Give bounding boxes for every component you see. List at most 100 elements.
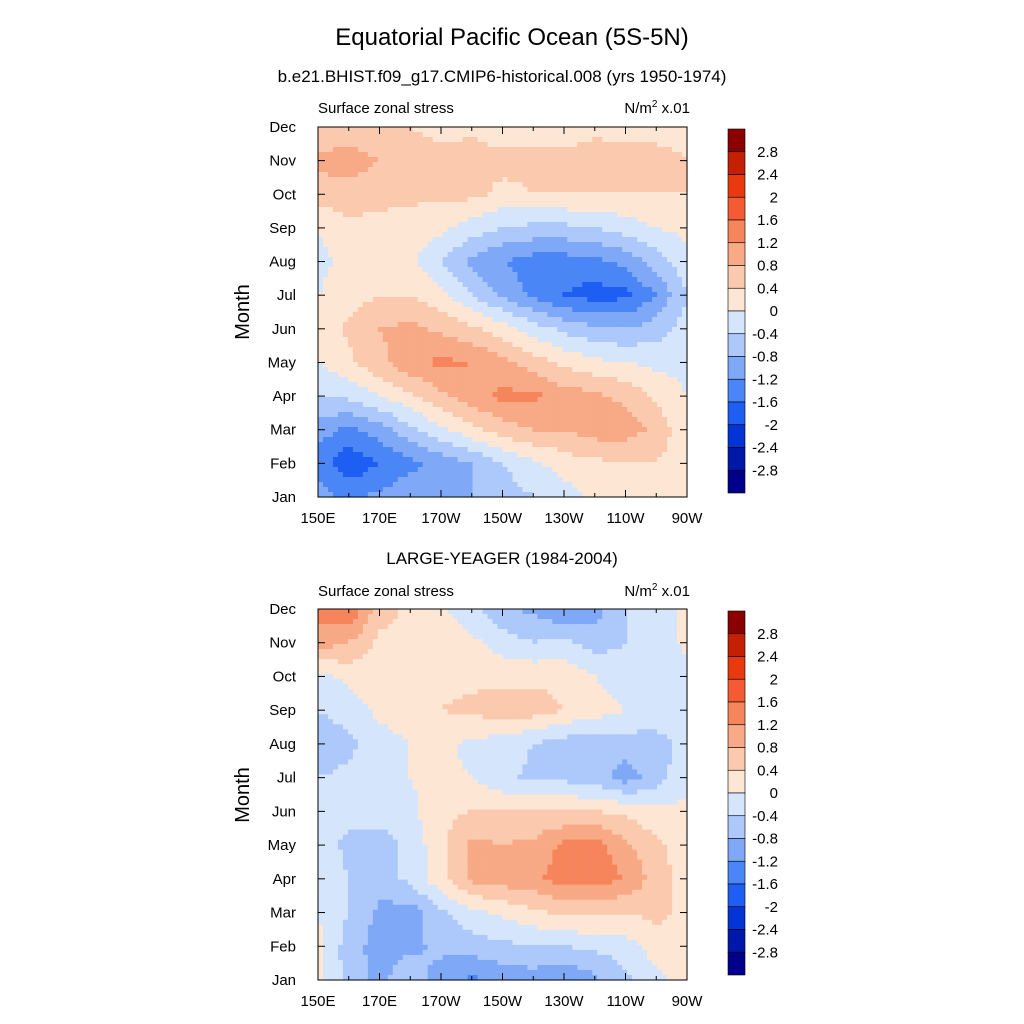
- heatmap-cell: [422, 422, 429, 428]
- heatmap-cell: [432, 402, 439, 408]
- heatmap-cell: [318, 147, 324, 153]
- heatmap-cell: [617, 197, 623, 203]
- heatmap-cell: [672, 402, 678, 408]
- heatmap-cell: [462, 327, 469, 333]
- heatmap-cell: [377, 167, 384, 173]
- heatmap-cell: [492, 142, 499, 148]
- heatmap-cell: [397, 457, 404, 463]
- heatmap-cell: [332, 242, 339, 248]
- heatmap-cell: [517, 337, 524, 343]
- heatmap-cell: [537, 322, 543, 328]
- heatmap-cell: [537, 357, 543, 363]
- heatmap-cell: [407, 292, 414, 298]
- heatmap-cell: [612, 442, 618, 448]
- heatmap-cell: [622, 172, 628, 178]
- heatmap-cell: [562, 137, 568, 143]
- heatmap-cell: [472, 237, 479, 243]
- heatmap-cell: [462, 457, 469, 463]
- heatmap-cell: [627, 272, 633, 278]
- heatmap-cell: [657, 207, 663, 213]
- heatmap-cell: [532, 402, 539, 408]
- heatmap-cell: [557, 367, 563, 373]
- heatmap-cell: [427, 162, 434, 168]
- heatmap-cell: [592, 262, 598, 268]
- heatmap-cell: [407, 387, 414, 393]
- heatmap-cell: [322, 132, 329, 138]
- heatmap-cell: [642, 422, 648, 428]
- heatmap-cell: [462, 227, 469, 233]
- heatmap-cell: [392, 322, 399, 328]
- heatmap-cell: [582, 367, 588, 373]
- heatmap-cell: [572, 422, 578, 428]
- heatmap-cell: [477, 147, 484, 153]
- heatmap-cell: [642, 167, 648, 173]
- heatmap-cell: [577, 337, 583, 343]
- heatmap-cell: [597, 167, 603, 173]
- heatmap-cell: [527, 192, 534, 198]
- heatmap-cell: [322, 362, 329, 368]
- heatmap-cell: [572, 262, 578, 268]
- heatmap-cell: [492, 332, 499, 338]
- heatmap-cell: [557, 192, 563, 198]
- heatmap-cell: [502, 247, 509, 253]
- heatmap-cell: [642, 297, 648, 303]
- heatmap-cell: [318, 412, 324, 418]
- heatmap-cell: [372, 387, 379, 393]
- heatmap-cell: [597, 367, 603, 373]
- heatmap-cell: [472, 452, 479, 458]
- heatmap-cell: [457, 152, 464, 158]
- heatmap-cell: [417, 192, 424, 198]
- heatmap-cell: [432, 392, 439, 398]
- heatmap-cell: [587, 137, 593, 143]
- heatmap-cell: [562, 167, 568, 173]
- heatmap-cell: [602, 332, 608, 338]
- heatmap-cell: [337, 397, 344, 403]
- heatmap-cell: [597, 292, 603, 298]
- heatmap-cell: [492, 157, 499, 163]
- heatmap-cell: [427, 157, 434, 163]
- heatmap-cell: [597, 352, 603, 358]
- heatmap-cell: [402, 202, 409, 208]
- heatmap-cell: [602, 362, 608, 368]
- heatmap-cell: [447, 257, 454, 263]
- heatmap-cell: [472, 302, 479, 308]
- heatmap-cell: [502, 192, 509, 198]
- heatmap-cell: [502, 147, 509, 153]
- heatmap-cell: [502, 312, 509, 318]
- heatmap-cell: [632, 312, 638, 318]
- heatmap-cell: [637, 432, 643, 438]
- heatmap-cell: [477, 232, 484, 238]
- heatmap-cell: [352, 447, 359, 453]
- heatmap-cell: [517, 162, 524, 168]
- heatmap-cell: [577, 147, 583, 153]
- heatmap-cell: [502, 297, 509, 303]
- heatmap-cell: [657, 282, 663, 288]
- heatmap-cell: [367, 262, 374, 268]
- heatmap-cell: [632, 362, 638, 368]
- heatmap-cell: [472, 272, 479, 278]
- heatmap-cell: [497, 417, 504, 423]
- heatmap-cell: [512, 422, 519, 428]
- heatmap-cell: [318, 192, 324, 198]
- heatmap-cell: [517, 382, 524, 388]
- heatmap-cell: [677, 362, 683, 368]
- heatmap-cell: [592, 432, 598, 438]
- heatmap-cell: [322, 292, 329, 298]
- heatmap-cell: [517, 442, 524, 448]
- heatmap-cell: [447, 237, 454, 243]
- heatmap-cell: [592, 162, 598, 168]
- heatmap-cell: [467, 257, 474, 263]
- heatmap-cell: [472, 137, 479, 143]
- heatmap-cell: [632, 452, 638, 458]
- heatmap-cell: [622, 177, 628, 183]
- heatmap-cell: [612, 447, 618, 453]
- heatmap-cell: [477, 372, 484, 378]
- heatmap-cell: [467, 457, 474, 463]
- heatmap-cell: [582, 137, 588, 143]
- heatmap-cell: [492, 162, 499, 168]
- heatmap-cell: [332, 147, 339, 153]
- heatmap-cell: [542, 132, 548, 138]
- heatmap-cell: [337, 197, 344, 203]
- heatmap-cell: [327, 297, 334, 303]
- heatmap-cell: [342, 307, 349, 313]
